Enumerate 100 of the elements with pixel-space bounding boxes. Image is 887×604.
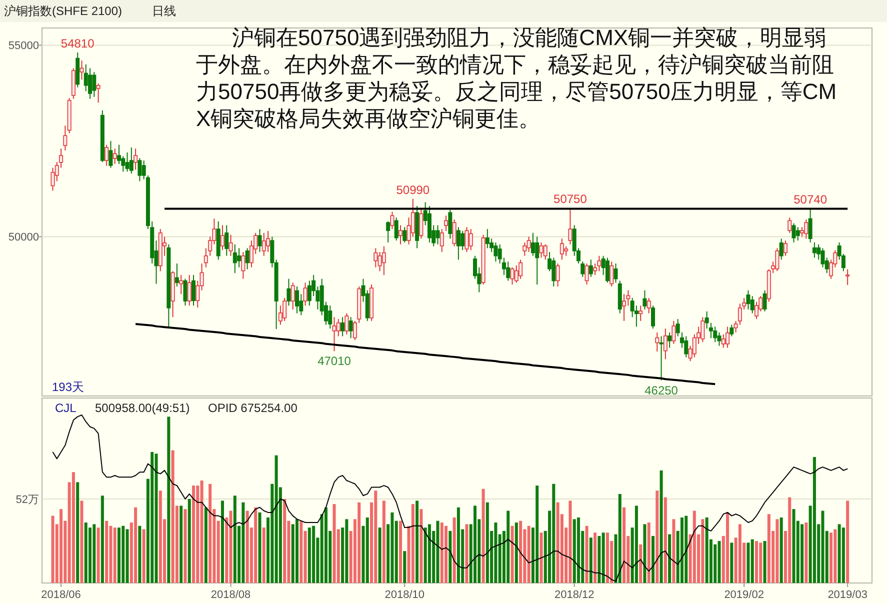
bar xyxy=(233,496,236,583)
candlestick xyxy=(104,144,109,166)
bar xyxy=(113,528,116,583)
candlestick xyxy=(452,218,456,247)
candlestick xyxy=(63,125,68,152)
bar xyxy=(436,520,440,583)
candlestick xyxy=(187,274,192,306)
candlestick xyxy=(348,316,353,339)
candlestick xyxy=(328,305,332,330)
candlestick xyxy=(614,263,618,284)
candlestick xyxy=(374,248,378,268)
candlestick xyxy=(750,296,754,314)
bar xyxy=(664,497,667,583)
candlestick xyxy=(564,246,568,256)
candlestick xyxy=(610,261,614,287)
candlestick xyxy=(518,259,523,280)
candlestick xyxy=(713,326,718,343)
candlestick xyxy=(584,263,589,286)
bar xyxy=(755,541,758,583)
bar xyxy=(122,526,125,583)
candlestick xyxy=(92,72,96,98)
text: 沪铜指数(SHFE 2100) xyxy=(4,4,122,18)
bar xyxy=(643,524,646,583)
bar xyxy=(300,520,303,583)
annotation: 50750 xyxy=(554,192,588,206)
bar xyxy=(332,504,336,583)
bar xyxy=(718,541,721,583)
bar xyxy=(100,496,104,583)
candlestick xyxy=(295,286,299,314)
candlestick xyxy=(535,236,540,286)
candlestick xyxy=(460,230,465,251)
candlestick xyxy=(530,232,535,256)
bar xyxy=(634,506,638,583)
candlestick xyxy=(597,255,602,272)
bar xyxy=(568,500,572,583)
y-tick-label: 55000 xyxy=(8,40,39,52)
bar xyxy=(420,509,423,583)
annotation: 47010 xyxy=(318,354,352,368)
bar xyxy=(701,519,704,583)
bar xyxy=(536,486,539,583)
bar xyxy=(519,520,522,583)
candlestick xyxy=(183,278,188,306)
bar xyxy=(254,507,258,583)
candlestick xyxy=(539,242,544,258)
candlestick xyxy=(651,305,656,330)
bar xyxy=(105,520,108,583)
bar xyxy=(482,488,485,583)
bar xyxy=(474,506,477,583)
bar xyxy=(60,509,63,583)
bar xyxy=(510,526,514,583)
bar xyxy=(72,472,75,583)
bar xyxy=(705,517,708,583)
candlestick xyxy=(282,297,287,322)
bar xyxy=(812,457,816,583)
bar xyxy=(208,484,212,583)
annotation: 沪铜在50750遇到强劲阻力，没能随CMX铜一并突破，明显弱于外盘。在内外盘不一致的情况下，稳妥起见，待沪铜突破当前阻力50750再做多更为稳妥。反之同理，尽管50750压力明显，等CMX铜突破格局失效再做空沪铜更佳。 xyxy=(196,25,837,131)
bar xyxy=(602,532,605,583)
line-series xyxy=(134,323,716,386)
candlestick xyxy=(568,207,572,245)
candlestick xyxy=(448,209,452,240)
candlestick xyxy=(526,236,531,253)
candlestick xyxy=(808,208,812,243)
bar xyxy=(126,529,129,583)
bar xyxy=(647,522,650,583)
candlestick xyxy=(88,68,92,100)
bar xyxy=(846,500,850,583)
bar xyxy=(456,507,460,583)
bar xyxy=(834,529,837,583)
candlestick xyxy=(663,328,668,360)
candlestick xyxy=(386,220,390,243)
bar xyxy=(730,542,734,583)
candlestick xyxy=(726,326,730,348)
candlestick xyxy=(494,242,498,262)
candlestick xyxy=(245,248,250,270)
bar xyxy=(726,512,730,583)
candlestick xyxy=(783,240,788,256)
bar xyxy=(308,528,311,583)
candlestick xyxy=(672,320,676,344)
bar xyxy=(158,490,162,583)
bar xyxy=(416,500,419,583)
bar xyxy=(378,528,382,583)
candlestick xyxy=(588,259,593,278)
x-tick-label: 2018/08 xyxy=(210,589,251,601)
bar xyxy=(167,416,170,583)
y-tick-label: 50000 xyxy=(8,232,39,244)
bar xyxy=(403,551,406,583)
bar xyxy=(618,494,622,583)
bar xyxy=(680,517,684,583)
candlestick xyxy=(804,218,808,240)
bar xyxy=(652,536,655,583)
bar xyxy=(759,542,762,583)
bar xyxy=(92,524,96,583)
candlestick xyxy=(192,274,196,306)
candlestick xyxy=(237,248,242,268)
bar xyxy=(776,519,779,583)
bar xyxy=(692,510,696,583)
candlestick xyxy=(456,226,460,260)
bar xyxy=(283,499,286,583)
bar xyxy=(312,526,316,583)
candlestick xyxy=(290,282,295,310)
